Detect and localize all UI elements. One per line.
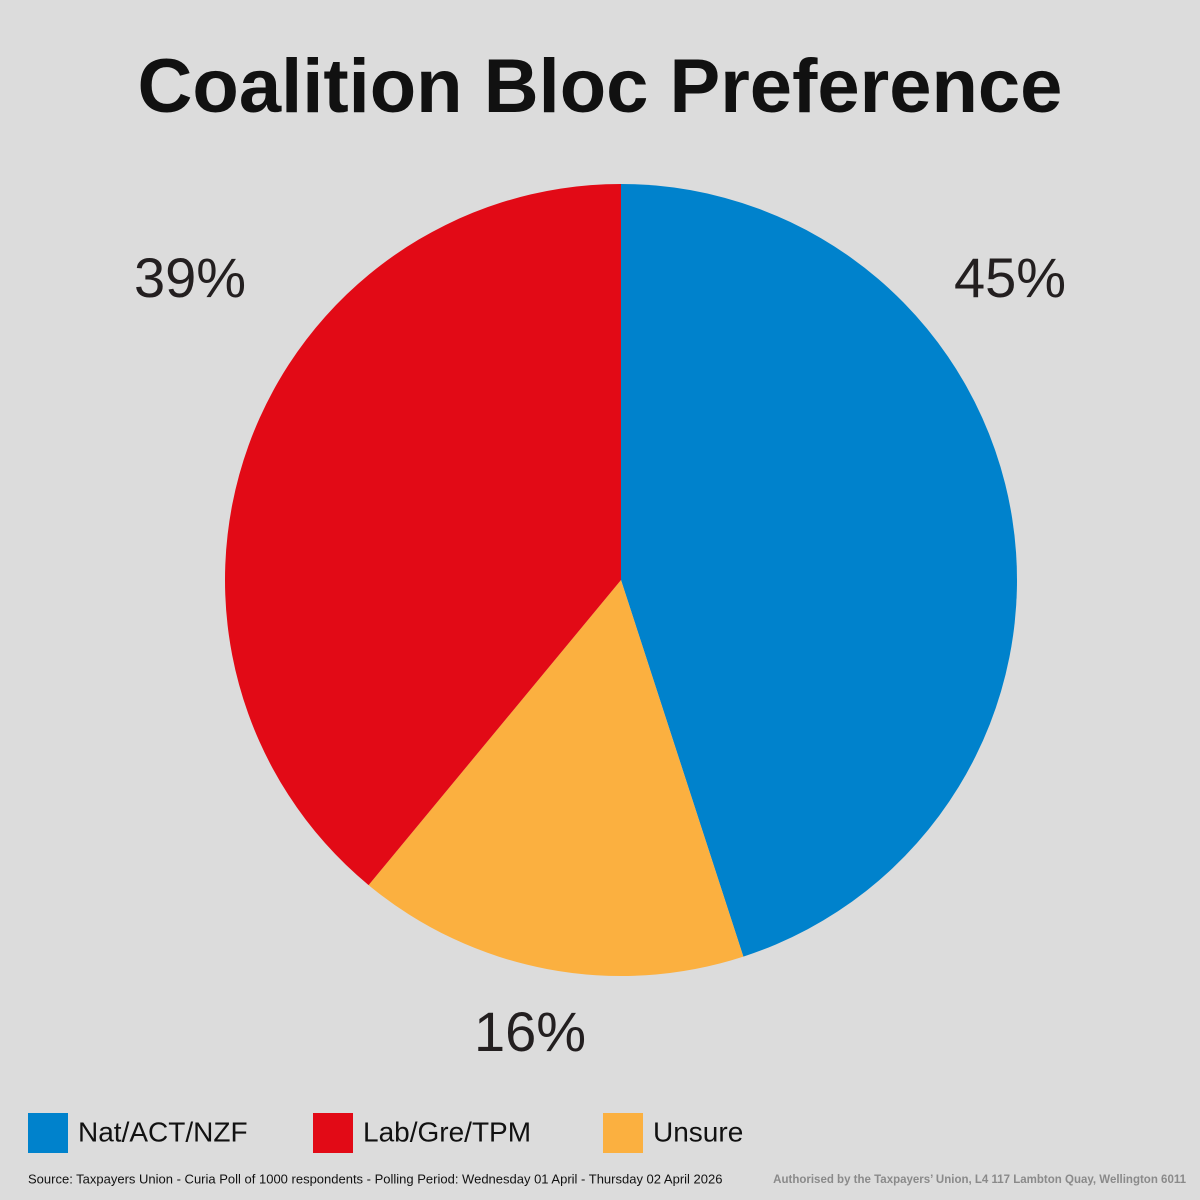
legend-label: Lab/Gre/TPM xyxy=(363,1116,531,1147)
legend-swatch xyxy=(603,1113,643,1153)
authorisation-note: Authorised by the Taxpayers’ Union, L4 1… xyxy=(773,1174,1186,1186)
pie-slice xyxy=(621,184,1018,957)
value-label: 39% xyxy=(134,246,246,309)
pie-slice xyxy=(225,184,621,886)
value-label: 45% xyxy=(954,246,1066,309)
pie-slice xyxy=(368,580,744,976)
chart-title: Coalition Bloc Preference xyxy=(138,44,1063,129)
legend-label: Nat/ACT/NZF xyxy=(78,1116,248,1147)
legend-swatch xyxy=(28,1113,68,1153)
legend-label: Unsure xyxy=(653,1116,743,1147)
legend-swatch xyxy=(313,1113,353,1153)
value-label: 16% xyxy=(474,1000,586,1063)
source-note: Source: Taxpayers Union - Curia Poll of … xyxy=(28,1171,722,1186)
